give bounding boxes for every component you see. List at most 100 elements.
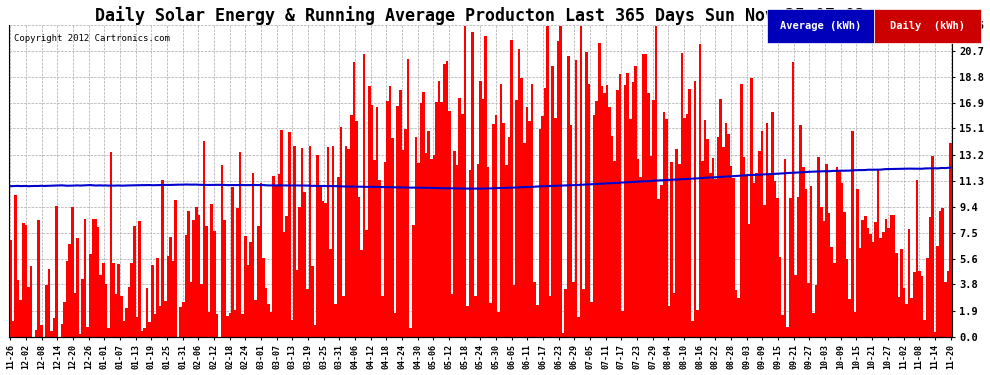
Bar [869, 234, 872, 337]
Bar [415, 138, 417, 337]
Bar [823, 221, 826, 337]
Bar [802, 167, 805, 337]
Bar [722, 147, 725, 337]
Bar [526, 107, 529, 337]
Bar [306, 289, 309, 337]
Bar [500, 84, 502, 337]
Bar [675, 148, 678, 337]
Text: Daily  (kWh): Daily (kWh) [890, 21, 965, 31]
Bar [275, 185, 277, 337]
Bar [234, 310, 237, 337]
Bar [944, 282, 946, 337]
Bar [730, 166, 733, 337]
Bar [231, 187, 234, 337]
Bar [502, 123, 505, 337]
Bar [879, 238, 882, 337]
Bar [771, 112, 773, 337]
Bar [634, 66, 637, 337]
Bar [99, 275, 102, 337]
Bar [144, 328, 146, 337]
Bar [667, 306, 670, 337]
Bar [479, 81, 482, 337]
Text: Average (kWh): Average (kWh) [780, 21, 861, 31]
Bar [614, 161, 616, 337]
Bar [448, 111, 450, 337]
Bar [474, 296, 476, 337]
Bar [211, 204, 213, 337]
Bar [280, 130, 283, 337]
Bar [378, 180, 381, 337]
Bar [580, 26, 582, 337]
Bar [611, 136, 614, 337]
Bar [864, 216, 866, 337]
Bar [627, 73, 629, 337]
Bar [561, 333, 564, 337]
Bar [92, 219, 94, 337]
Bar [237, 208, 239, 337]
Bar [665, 120, 667, 337]
Bar [443, 64, 446, 337]
Bar [171, 261, 174, 337]
Bar [410, 328, 412, 337]
Bar [290, 321, 293, 337]
Bar [257, 226, 259, 337]
Bar [753, 183, 755, 337]
Bar [76, 238, 79, 337]
Bar [523, 142, 526, 337]
Bar [396, 106, 399, 337]
Bar [903, 288, 905, 337]
Bar [340, 127, 343, 337]
Bar [311, 266, 314, 337]
Bar [205, 226, 208, 337]
Bar [27, 287, 30, 337]
Bar [239, 152, 242, 337]
Bar [794, 275, 797, 337]
Bar [691, 321, 694, 337]
Bar [94, 219, 97, 337]
Bar [383, 162, 386, 337]
Bar [887, 228, 890, 337]
Bar [267, 304, 270, 337]
Bar [492, 124, 495, 337]
Bar [158, 306, 161, 337]
Bar [399, 90, 402, 337]
Bar [649, 156, 652, 337]
Bar [924, 320, 926, 337]
Bar [680, 53, 683, 337]
Bar [556, 41, 559, 337]
Bar [670, 162, 673, 337]
Bar [619, 74, 621, 337]
Bar [890, 214, 892, 337]
Bar [128, 287, 131, 337]
Bar [187, 211, 190, 337]
Bar [717, 137, 720, 337]
Bar [357, 197, 360, 337]
Bar [198, 215, 200, 337]
Bar [365, 230, 368, 337]
Bar [148, 322, 151, 337]
Bar [89, 254, 92, 337]
Bar [616, 90, 619, 337]
Bar [79, 334, 81, 337]
Bar [407, 59, 410, 337]
Bar [55, 206, 58, 337]
Bar [73, 293, 76, 337]
Bar [487, 167, 489, 337]
Bar [551, 66, 554, 337]
Bar [845, 259, 848, 337]
Bar [603, 93, 606, 337]
Bar [781, 315, 784, 337]
Bar [12, 321, 14, 337]
Bar [856, 189, 858, 337]
Bar [9, 240, 12, 337]
Bar [745, 176, 747, 337]
Bar [582, 290, 585, 337]
Bar [126, 308, 128, 337]
Bar [843, 213, 845, 337]
Bar [534, 282, 536, 337]
Bar [298, 207, 301, 337]
Bar [763, 206, 766, 337]
Bar [332, 146, 335, 337]
Bar [441, 102, 443, 337]
Bar [296, 270, 298, 337]
